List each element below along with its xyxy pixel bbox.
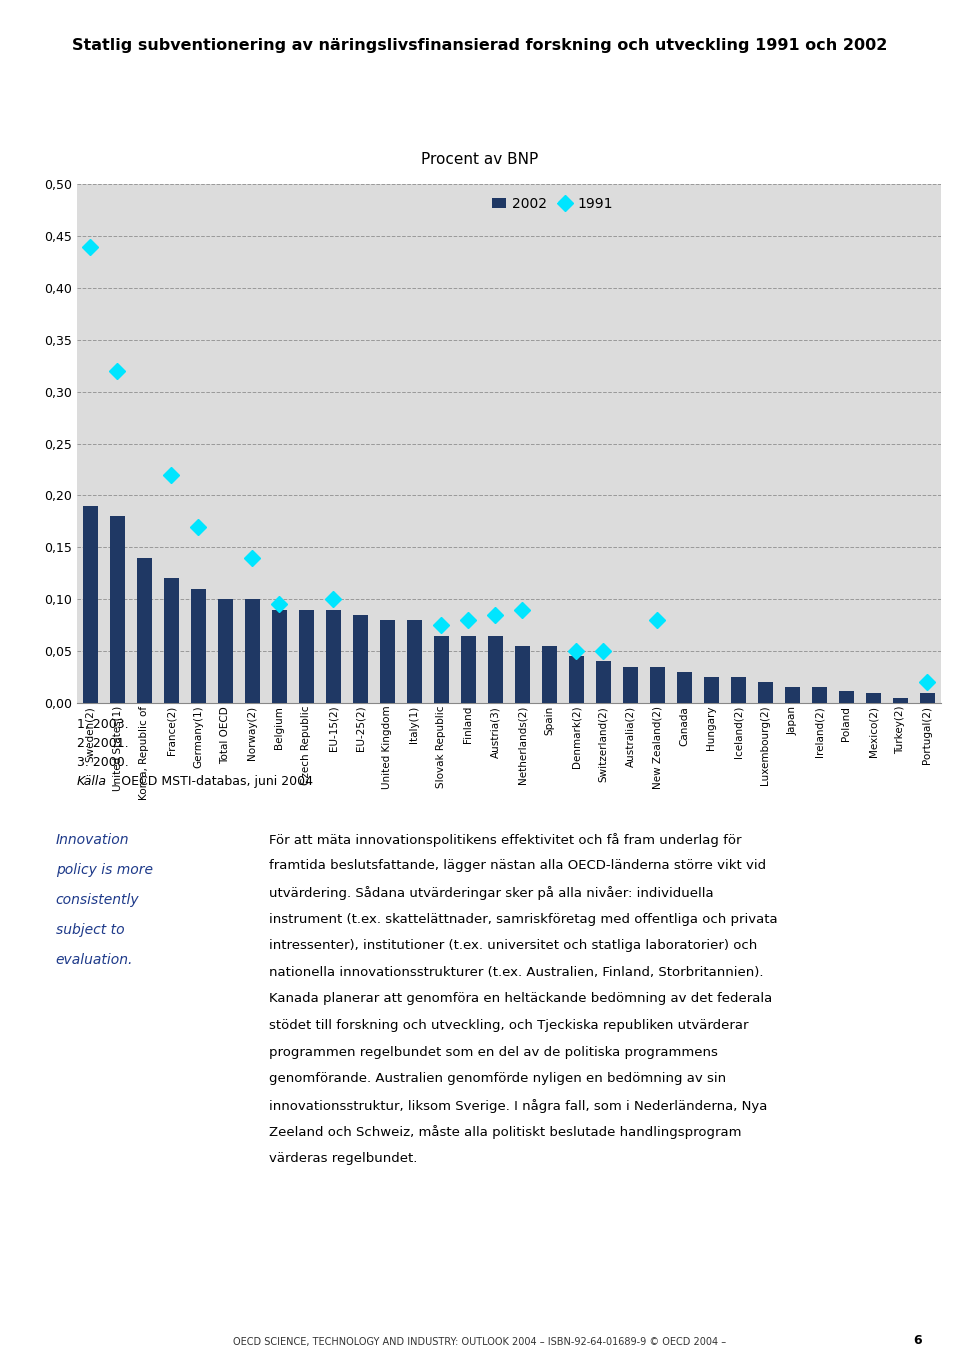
Bar (353, 614, 368, 703)
Bar (569, 657, 584, 703)
Bar (893, 698, 908, 703)
Text: Källa: Källa (77, 775, 107, 789)
Bar (325, 610, 341, 703)
Bar (407, 620, 421, 703)
Bar (812, 688, 827, 703)
Text: genomförande. Australien genomförde nyligen en bedömning av sin: genomförande. Australien genomförde nyli… (269, 1073, 726, 1085)
Bar (677, 672, 692, 703)
Text: Kanada planerar att genomföra en heltäckande bedömning av det federala: Kanada planerar att genomföra en heltäck… (269, 992, 772, 1006)
Text: consistently: consistently (56, 893, 139, 906)
Bar (299, 610, 314, 703)
Bar (137, 558, 152, 703)
Text: stödet till forskning och utveckling, och Tjeckiska republiken utvärderar: stödet till forskning och utveckling, oc… (269, 1018, 748, 1032)
Text: nationella innovationsstrukturer (t.ex. Australien, Finland, Storbritannien).: nationella innovationsstrukturer (t.ex. … (269, 966, 763, 979)
Bar (164, 579, 179, 703)
Text: OECD SCIENCE, TECHNOLOGY AND INDUSTRY: OUTLOOK 2004 – ISBN-92-64-01689-9 © OECD : OECD SCIENCE, TECHNOLOGY AND INDUSTRY: O… (233, 1338, 727, 1347)
Bar (515, 646, 530, 703)
Bar (380, 620, 395, 703)
Legend: 2002, 1991: 2002, 1991 (487, 191, 618, 216)
Text: 2. 2001.: 2. 2001. (77, 737, 129, 751)
Text: innovationsstruktur, liksom Sverige. I några fall, som i Nederländerna, Nya: innovationsstruktur, liksom Sverige. I n… (269, 1099, 767, 1112)
Bar (920, 692, 935, 703)
Text: Statlig subventionering av näringslivsfinansierad forskning och utveckling 1991 : Statlig subventionering av näringslivsfi… (72, 38, 888, 53)
Text: intressenter), institutioner (t.ex. universitet och statliga laboratorier) och: intressenter), institutioner (t.ex. univ… (269, 939, 757, 953)
Text: 6: 6 (913, 1334, 922, 1347)
Text: För att mäta innovationspolitikens effektivitet och få fram underlag för: För att mäta innovationspolitikens effek… (269, 833, 741, 846)
Text: Zeeland och Schweiz, måste alla politiskt beslutade handlingsprogram: Zeeland och Schweiz, måste alla politisk… (269, 1125, 741, 1140)
Bar (272, 610, 287, 703)
Bar (461, 636, 476, 703)
Bar (191, 588, 205, 703)
Bar (839, 691, 853, 703)
Bar (434, 636, 448, 703)
Text: evaluation.: evaluation. (56, 953, 133, 966)
Text: policy is more: policy is more (56, 863, 153, 876)
Bar (757, 682, 773, 703)
Text: 3. 2000.: 3. 2000. (77, 756, 129, 770)
Bar (785, 688, 800, 703)
Bar (623, 666, 637, 703)
Bar (541, 646, 557, 703)
Text: subject to: subject to (56, 923, 124, 936)
Bar (731, 677, 746, 703)
Bar (650, 666, 664, 703)
Text: instrument (t.ex. skattelättnader, samriskföretag med offentliga och privata: instrument (t.ex. skattelättnader, samri… (269, 912, 778, 925)
Bar (218, 599, 232, 703)
Bar (704, 677, 719, 703)
Bar (245, 599, 260, 703)
Text: programmen regelbundet som en del av de politiska programmens: programmen regelbundet som en del av de … (269, 1046, 718, 1059)
Text: Procent av BNP: Procent av BNP (421, 152, 539, 167)
Text: : OECD MSTI-databas, juni 2004: : OECD MSTI-databas, juni 2004 (113, 775, 313, 789)
Text: 1, 2003.: 1, 2003. (77, 718, 129, 732)
Bar (83, 506, 98, 703)
Text: värderas regelbundet.: värderas regelbundet. (269, 1152, 418, 1166)
Text: Innovation: Innovation (56, 833, 130, 846)
Bar (488, 636, 503, 703)
Bar (596, 662, 611, 703)
Text: framtida beslutsfattande, lägger nästan alla OECD-länderna större vikt vid: framtida beslutsfattande, lägger nästan … (269, 860, 766, 872)
Bar (109, 516, 125, 703)
Text: utvärdering. Sådana utvärderingar sker på alla nivåer: individuella: utvärdering. Sådana utvärderingar sker p… (269, 886, 713, 900)
Bar (866, 692, 880, 703)
